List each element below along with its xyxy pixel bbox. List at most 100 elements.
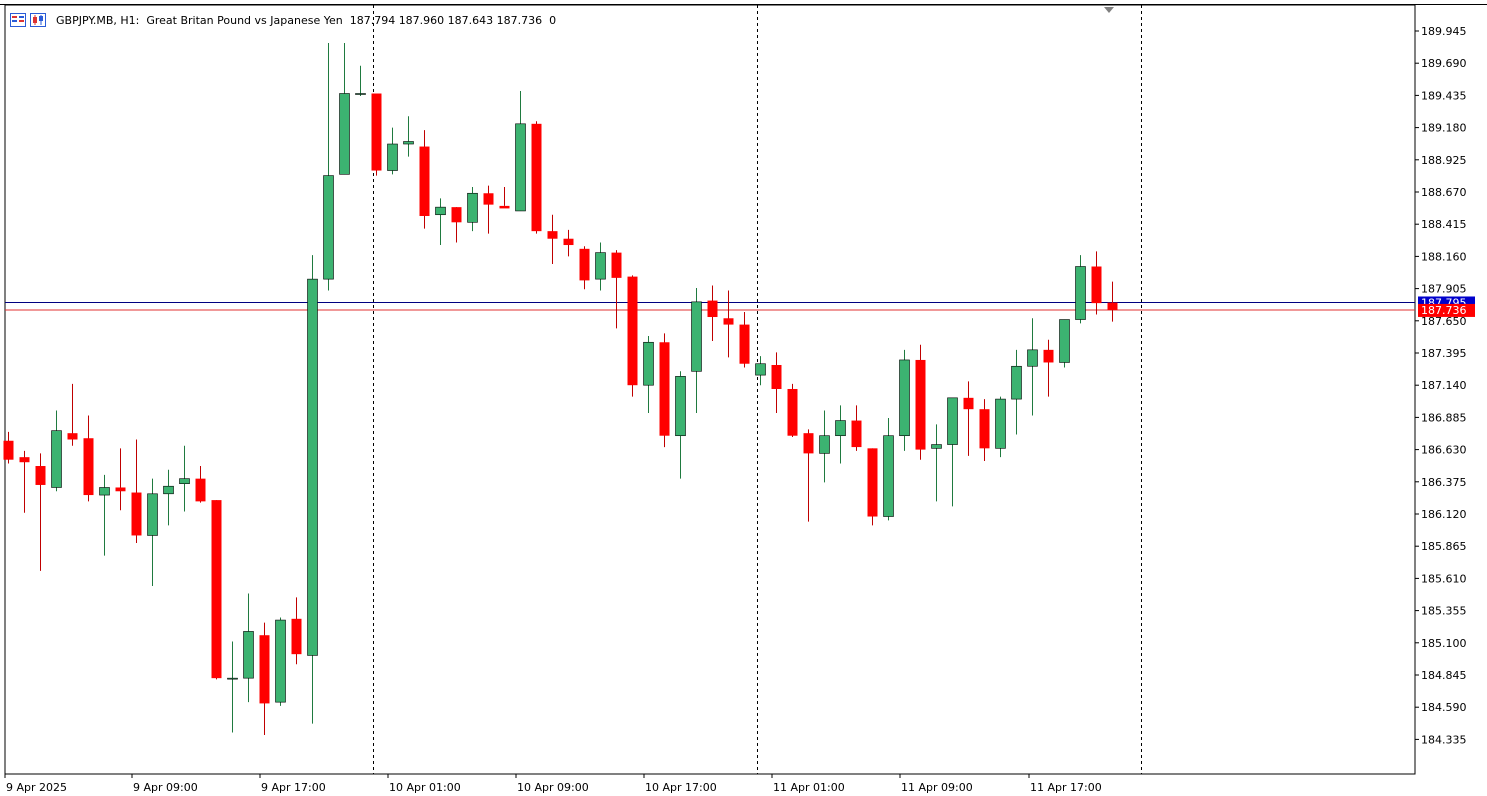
candle[interactable] — [579, 246, 590, 290]
time-tick-label: 9 Apr 2025 — [6, 781, 67, 794]
candle-body — [947, 397, 958, 445]
candle-body — [291, 618, 302, 655]
symbol-list-icon[interactable] — [10, 13, 26, 27]
candle[interactable] — [451, 207, 462, 243]
candle[interactable] — [515, 90, 526, 212]
candle[interactable] — [403, 116, 414, 157]
candle[interactable] — [771, 352, 782, 413]
candle[interactable] — [483, 185, 494, 234]
candle[interactable] — [435, 198, 446, 246]
candle[interactable] — [467, 186, 478, 232]
candle[interactable] — [227, 641, 238, 733]
price-tick-label: 184.590 — [1421, 701, 1467, 714]
candle[interactable] — [931, 424, 942, 502]
price-tick-label: 188.160 — [1421, 250, 1467, 263]
candle[interactable] — [99, 474, 110, 556]
candle[interactable] — [755, 356, 766, 386]
candle[interactable] — [547, 214, 558, 264]
candle-body — [963, 397, 974, 410]
candle-body — [323, 175, 334, 280]
candle[interactable] — [147, 478, 158, 586]
candle[interactable] — [179, 445, 190, 512]
candle[interactable] — [1027, 318, 1038, 416]
candle[interactable] — [995, 396, 1006, 458]
candle[interactable] — [163, 469, 174, 526]
candle[interactable] — [531, 121, 542, 234]
candle[interactable] — [899, 349, 910, 451]
candle[interactable] — [419, 130, 430, 229]
candle[interactable] — [947, 397, 958, 507]
candle[interactable] — [1011, 349, 1022, 435]
candle[interactable] — [659, 333, 670, 448]
candle-body — [499, 205, 510, 209]
chart-type-icon[interactable] — [30, 13, 46, 27]
candle[interactable] — [611, 250, 622, 329]
candle[interactable] — [835, 405, 846, 464]
time-tick-label: 11 Apr 09:00 — [901, 781, 973, 794]
candle[interactable] — [883, 418, 894, 521]
candle[interactable] — [627, 275, 638, 397]
candle[interactable] — [195, 466, 206, 503]
candle[interactable] — [851, 405, 862, 451]
candle[interactable] — [19, 450, 30, 513]
candle[interactable] — [275, 617, 286, 706]
candle-body — [243, 631, 254, 679]
candle[interactable] — [819, 410, 830, 483]
candle[interactable] — [323, 42, 334, 291]
candle[interactable] — [259, 622, 270, 735]
candle[interactable] — [499, 186, 510, 209]
candle[interactable] — [3, 431, 14, 464]
price-tick-label: 188.670 — [1421, 186, 1467, 199]
candle[interactable] — [867, 448, 878, 526]
candle[interactable] — [371, 93, 382, 176]
candle[interactable] — [387, 127, 398, 175]
candle-body — [67, 433, 78, 440]
candle[interactable] — [1059, 319, 1070, 368]
candle-body — [611, 252, 622, 278]
candle[interactable] — [643, 335, 654, 413]
candle[interactable] — [963, 381, 974, 456]
candle-body — [819, 435, 830, 454]
price-tick-label: 184.335 — [1421, 733, 1467, 746]
candle[interactable] — [803, 429, 814, 522]
price-tick-label: 186.120 — [1421, 508, 1467, 521]
candle[interactable] — [979, 399, 990, 461]
candle[interactable] — [291, 597, 302, 665]
candle[interactable] — [675, 371, 686, 479]
candle[interactable] — [595, 242, 606, 291]
price-tick-label: 185.865 — [1421, 540, 1467, 553]
price-axis: 189.945 189.690 189.435 189.180 188.925 188.6… — [1415, 25, 1467, 746]
candle[interactable] — [339, 42, 350, 175]
candle[interactable] — [51, 410, 62, 492]
candle[interactable] — [691, 287, 702, 413]
candle[interactable] — [739, 311, 750, 368]
candle[interactable] — [1107, 281, 1118, 322]
chart-shift-marker-icon[interactable] — [1104, 7, 1114, 13]
candles-group — [3, 42, 1118, 735]
chart-title: GBPJPY.MB, H1: Great Britan Pound vs Jap… — [56, 13, 557, 27]
candle[interactable] — [115, 448, 126, 511]
candle-body — [259, 635, 270, 704]
candle[interactable] — [243, 593, 254, 703]
candle-body — [1027, 349, 1038, 367]
candle[interactable] — [35, 453, 46, 571]
candle[interactable] — [915, 344, 926, 460]
price-tick-label: 185.355 — [1421, 605, 1467, 618]
price-tick-label: 187.650 — [1421, 315, 1467, 328]
candle[interactable] — [723, 290, 734, 358]
candle-body — [147, 493, 158, 536]
candle[interactable] — [563, 229, 574, 257]
candle[interactable] — [707, 285, 718, 342]
candle[interactable] — [1043, 339, 1054, 397]
candle[interactable] — [83, 415, 94, 502]
candle[interactable] — [1091, 251, 1102, 315]
candle[interactable] — [211, 500, 222, 680]
candle-body — [339, 93, 350, 175]
candle[interactable] — [1075, 255, 1086, 324]
candle[interactable] — [67, 383, 78, 446]
candle[interactable] — [787, 383, 798, 437]
candle[interactable] — [307, 255, 318, 724]
candle[interactable] — [355, 65, 366, 97]
candle[interactable] — [131, 439, 142, 544]
